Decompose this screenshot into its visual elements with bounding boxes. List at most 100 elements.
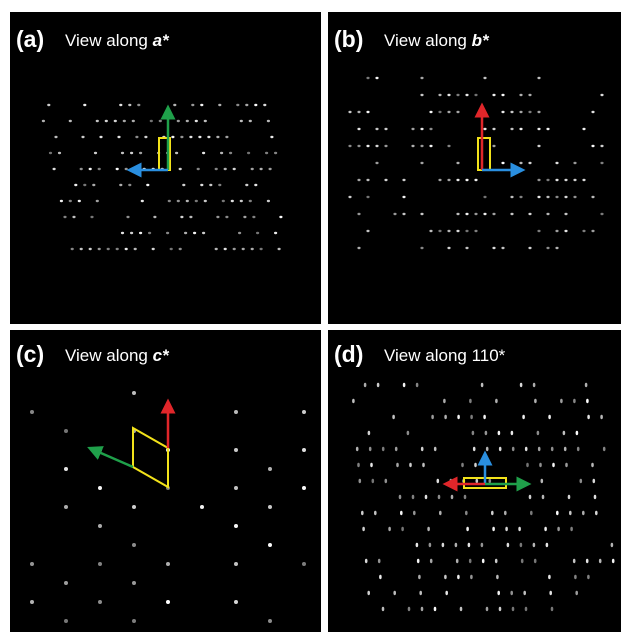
- spot: [586, 559, 589, 563]
- spot: [525, 607, 528, 611]
- spot: [242, 248, 245, 250]
- spot: [184, 232, 187, 234]
- spot: [455, 543, 458, 547]
- spot: [498, 431, 501, 435]
- spot: [444, 415, 447, 419]
- spot: [510, 128, 513, 130]
- spot: [166, 232, 169, 234]
- spot: [175, 152, 178, 154]
- spot: [216, 216, 219, 218]
- spot: [182, 184, 185, 186]
- spot: [260, 168, 263, 170]
- spot: [505, 527, 508, 531]
- spot: [372, 479, 375, 483]
- spot: [357, 128, 360, 130]
- spot: [396, 463, 399, 467]
- spot: [438, 94, 441, 96]
- spot: [422, 463, 425, 467]
- spot: [81, 136, 84, 138]
- spot: [366, 145, 369, 147]
- spot: [544, 527, 547, 531]
- spot: [107, 248, 110, 250]
- spot: [90, 216, 93, 218]
- spot: [116, 248, 119, 250]
- spot: [465, 179, 468, 181]
- spot: [121, 232, 124, 234]
- spot: [233, 168, 236, 170]
- spot: [132, 619, 136, 623]
- spot: [193, 232, 196, 234]
- spot: [492, 527, 495, 531]
- spot: [268, 467, 272, 471]
- spot: [525, 447, 528, 451]
- spot: [385, 479, 388, 483]
- spot: [438, 495, 441, 499]
- panel-caption: View along 110*: [384, 346, 506, 365]
- spot: [302, 486, 306, 490]
- spot: [555, 196, 558, 198]
- spot: [557, 527, 560, 531]
- panel-label: (b): [334, 26, 363, 52]
- spot: [186, 200, 189, 202]
- spot: [256, 232, 259, 234]
- spot: [537, 179, 540, 181]
- spot: [119, 184, 122, 186]
- spot: [117, 136, 120, 138]
- spot: [132, 391, 136, 395]
- spot: [538, 447, 541, 451]
- spot: [366, 111, 369, 113]
- spot: [245, 184, 248, 186]
- spot: [420, 94, 423, 96]
- spot: [421, 607, 424, 611]
- spot: [152, 248, 155, 250]
- spot: [603, 447, 606, 451]
- spot: [472, 431, 475, 435]
- panel-caption: View along a*: [65, 31, 170, 50]
- spot: [465, 230, 468, 232]
- spot: [546, 213, 549, 215]
- spot: [260, 248, 263, 250]
- spot: [556, 511, 559, 515]
- spot: [595, 511, 598, 515]
- spot: [408, 607, 411, 611]
- spot: [247, 152, 250, 154]
- spot: [270, 136, 273, 138]
- spot: [234, 600, 238, 604]
- spot: [64, 581, 68, 585]
- spot: [279, 216, 282, 218]
- spot: [537, 145, 540, 147]
- spot: [420, 247, 423, 249]
- spot: [521, 559, 524, 563]
- spot: [348, 145, 351, 147]
- spot: [520, 543, 523, 547]
- spot: [378, 559, 381, 563]
- spot: [128, 184, 131, 186]
- spot: [421, 447, 424, 451]
- spot: [465, 213, 468, 215]
- spot: [491, 511, 494, 515]
- spot: [564, 230, 567, 232]
- spot: [195, 120, 198, 122]
- spot: [528, 247, 531, 249]
- spot: [251, 168, 254, 170]
- spot: [511, 431, 514, 435]
- spot: [254, 184, 257, 186]
- spot: [492, 247, 495, 249]
- spot: [412, 495, 415, 499]
- spot: [489, 479, 492, 483]
- spot: [170, 248, 173, 250]
- spot: [359, 479, 362, 483]
- spot: [357, 463, 360, 467]
- spot: [121, 152, 124, 154]
- spot: [496, 575, 499, 579]
- spot: [582, 511, 585, 515]
- spot: [512, 447, 515, 451]
- spot: [365, 559, 368, 563]
- spot: [469, 559, 472, 563]
- spot: [98, 562, 102, 566]
- spot: [431, 415, 434, 419]
- spot: [63, 216, 66, 218]
- spot: [546, 196, 549, 198]
- spot: [438, 111, 441, 113]
- spot: [600, 94, 603, 96]
